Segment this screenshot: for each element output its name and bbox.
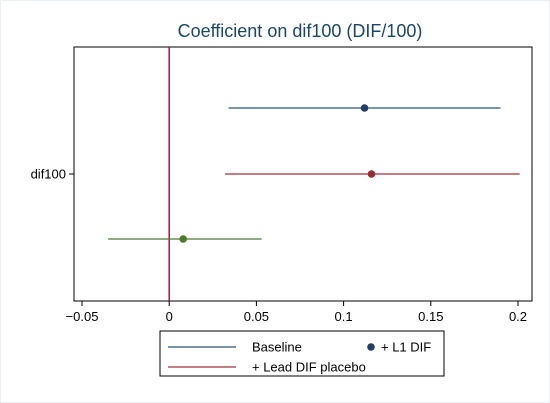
- y-tick-label: dif100: [31, 167, 66, 182]
- x-tick-label: 0: [166, 309, 173, 324]
- legend-label-l1-dif: + L1 DIF: [381, 340, 431, 355]
- chart-title: Coefficient on dif100 (DIF/100): [178, 21, 423, 41]
- y-axis: dif100: [31, 167, 74, 182]
- x-tick-label: 0.1: [335, 309, 353, 324]
- point-estimate-series-3: [179, 235, 187, 243]
- legend-label-baseline: Baseline: [252, 340, 302, 355]
- x-tick-label: 0.2: [509, 309, 527, 324]
- legend-box: [159, 330, 445, 377]
- x-tick-label: 0.15: [418, 309, 443, 324]
- chart-marks: [108, 47, 520, 301]
- x-tick-label: −0.05: [66, 309, 99, 324]
- legend: Baseline + L1 DIF + Lead DIF placebo: [159, 330, 445, 377]
- point-estimate-series-2: [367, 170, 376, 178]
- legend-label-lead-dif-placebo: + Lead DIF placebo: [252, 360, 366, 375]
- legend-swatch-l1-dif: [367, 343, 375, 351]
- point-estimate-series-1: [360, 104, 369, 112]
- x-tick-label: 0.05: [244, 309, 269, 324]
- x-axis: −0.05 0 0.05 0.1 0.15 0.2: [66, 301, 527, 324]
